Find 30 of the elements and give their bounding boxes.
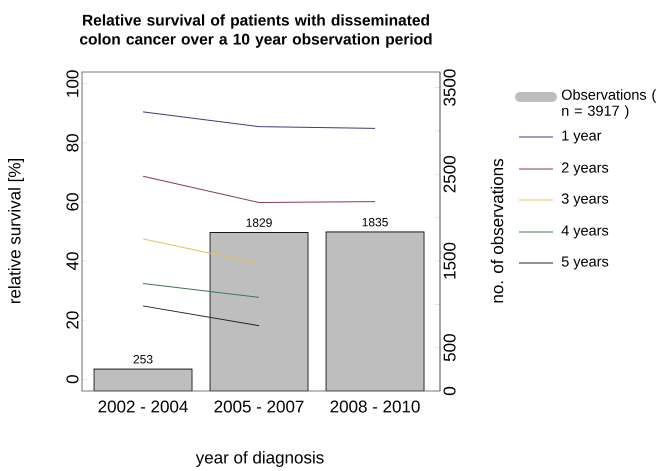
y2-tick-label: 2500 <box>444 156 456 192</box>
y-tick-label: 0 <box>66 375 78 384</box>
legend-label: 1 year <box>562 130 602 144</box>
legend-label: 4 years <box>562 226 608 238</box>
x-tick-label: 2008 - 2010 <box>330 400 420 413</box>
y-tick-label: 20 <box>66 311 78 329</box>
y-tick-label: 40 <box>66 252 78 270</box>
legend-label: 2 years <box>562 162 608 176</box>
x-tick-label: 2005 - 2007 <box>214 400 304 413</box>
data-label: 1835 <box>362 218 388 226</box>
chart-title: Relative survival of patients with disseminated colon cancer over a 10 year observation period <box>80 14 432 48</box>
y2-tick-label: 500 <box>444 334 456 362</box>
legend-label: Observations ( n = 3917 ) <box>562 89 656 119</box>
x-axis-title: year of diagnosis <box>196 451 324 467</box>
legend-label: 3 years <box>562 193 608 207</box>
y2-tick-label: 1500 <box>444 242 456 279</box>
legend-label: 5 years <box>562 256 608 270</box>
y2-axis-title: no. of observations <box>490 159 504 302</box>
y-axis-title: relative survival [%] <box>8 159 24 304</box>
data-label: 253 <box>134 355 153 364</box>
bar <box>94 368 192 392</box>
y2-tick-label: 3500 <box>444 69 456 106</box>
y-tick-label: 60 <box>66 193 78 211</box>
x-tick-label: 2002 - 2004 <box>98 400 188 413</box>
bar <box>326 232 424 392</box>
y-tick-label: 100 <box>66 70 78 97</box>
data-label: 1829 <box>246 218 272 227</box>
y2-tick-label: 0 <box>444 386 456 396</box>
y-tick-label: 80 <box>66 134 78 152</box>
bar <box>210 232 308 392</box>
